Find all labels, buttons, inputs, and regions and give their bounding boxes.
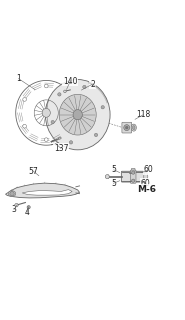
Circle shape xyxy=(132,172,134,174)
Text: 2: 2 xyxy=(90,80,95,89)
Circle shape xyxy=(44,138,48,141)
Ellipse shape xyxy=(59,94,96,135)
Circle shape xyxy=(105,175,109,179)
Text: 60: 60 xyxy=(144,165,153,174)
Ellipse shape xyxy=(131,124,136,131)
FancyBboxPatch shape xyxy=(121,171,145,182)
Ellipse shape xyxy=(8,191,16,196)
Circle shape xyxy=(132,180,134,182)
Circle shape xyxy=(64,90,66,93)
Circle shape xyxy=(132,171,135,174)
Text: 137: 137 xyxy=(54,144,68,153)
Text: 118: 118 xyxy=(136,110,151,119)
Ellipse shape xyxy=(73,109,82,120)
Polygon shape xyxy=(22,189,72,195)
Circle shape xyxy=(125,126,128,129)
Circle shape xyxy=(51,120,54,124)
Text: 5: 5 xyxy=(111,165,116,174)
Circle shape xyxy=(44,84,48,88)
Circle shape xyxy=(23,124,26,128)
Circle shape xyxy=(83,85,86,89)
Circle shape xyxy=(10,191,14,196)
Circle shape xyxy=(23,98,26,101)
Ellipse shape xyxy=(58,137,61,139)
Text: 1: 1 xyxy=(16,74,21,83)
Circle shape xyxy=(69,141,73,144)
Text: 4: 4 xyxy=(25,208,30,217)
Circle shape xyxy=(132,179,135,182)
Ellipse shape xyxy=(132,125,135,130)
Text: 140: 140 xyxy=(63,77,78,86)
Text: 57: 57 xyxy=(28,167,38,176)
Circle shape xyxy=(101,106,104,109)
Text: 5: 5 xyxy=(111,179,116,188)
Circle shape xyxy=(124,125,130,131)
Ellipse shape xyxy=(45,80,110,150)
Circle shape xyxy=(58,93,61,96)
FancyBboxPatch shape xyxy=(131,169,135,172)
Ellipse shape xyxy=(144,172,148,181)
Circle shape xyxy=(94,133,98,137)
FancyBboxPatch shape xyxy=(122,122,132,133)
Text: 3: 3 xyxy=(11,205,16,214)
Text: M-6: M-6 xyxy=(137,185,156,194)
Ellipse shape xyxy=(42,108,50,117)
Text: 60: 60 xyxy=(140,179,150,188)
FancyBboxPatch shape xyxy=(130,170,136,183)
Polygon shape xyxy=(6,183,80,198)
Circle shape xyxy=(28,207,29,208)
